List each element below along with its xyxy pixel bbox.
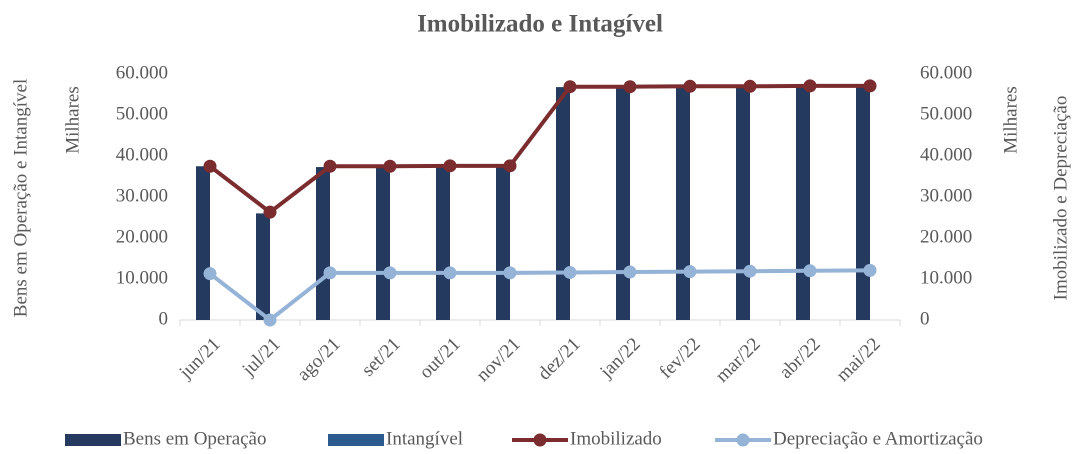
y-tick-label: 10.000 bbox=[116, 267, 168, 288]
y2-axis-title: Imobilizado e Depreciação bbox=[1050, 96, 1071, 301]
x-tick-label: fev/22 bbox=[655, 334, 704, 383]
x-tick-label: jun/21 bbox=[175, 334, 225, 384]
legend-swatch bbox=[736, 433, 750, 447]
legend-label: Intangível bbox=[386, 428, 463, 449]
marker bbox=[563, 80, 577, 94]
marker bbox=[503, 159, 517, 173]
legend-swatch bbox=[328, 434, 384, 446]
y2-axis-unit: Milhares bbox=[1000, 86, 1021, 154]
marker bbox=[563, 265, 577, 279]
y2-tick-label: 60.000 bbox=[920, 62, 972, 83]
y2-tick-label: 20.000 bbox=[920, 226, 972, 247]
chart-title: Imobilizado e Intagível bbox=[417, 11, 663, 38]
marker bbox=[683, 79, 697, 93]
y-tick-label: 60.000 bbox=[116, 62, 168, 83]
marker bbox=[863, 79, 877, 93]
bar bbox=[376, 167, 390, 320]
legend-label: Depreciação e Amortização bbox=[773, 428, 983, 449]
bar bbox=[436, 166, 450, 320]
x-tick-label: jul/21 bbox=[238, 334, 285, 381]
marker bbox=[503, 266, 517, 280]
x-tick-label: dez/21 bbox=[534, 334, 585, 385]
x-tick-label: abr/22 bbox=[775, 334, 824, 383]
marker bbox=[323, 266, 337, 280]
x-tick-label: mar/22 bbox=[712, 334, 765, 387]
marker bbox=[263, 313, 277, 327]
marker bbox=[743, 79, 757, 93]
marker bbox=[263, 205, 277, 219]
bar bbox=[556, 87, 570, 321]
x-tick-label: set/21 bbox=[358, 334, 405, 381]
x-tick-label: out/21 bbox=[415, 334, 464, 383]
marker bbox=[203, 159, 217, 173]
y-axis-unit: Milhares bbox=[62, 86, 83, 154]
legend-swatch bbox=[65, 434, 121, 446]
y-tick-label: 20.000 bbox=[116, 226, 168, 247]
bar bbox=[196, 166, 210, 320]
bar bbox=[736, 86, 750, 320]
marker bbox=[803, 79, 817, 93]
line bbox=[208, 268, 871, 323]
line bbox=[208, 83, 870, 215]
bar bbox=[316, 167, 330, 320]
y-tick-label: 40.000 bbox=[116, 144, 168, 165]
y-tick-label: 0 bbox=[159, 308, 169, 329]
marker bbox=[443, 266, 457, 280]
marker bbox=[743, 264, 757, 278]
legend-swatch bbox=[533, 433, 547, 447]
x-tick-label: jan/22 bbox=[595, 334, 644, 383]
x-tick-label: ago/21 bbox=[293, 334, 344, 385]
marker bbox=[863, 263, 877, 277]
legend-label: Imobilizado bbox=[570, 428, 662, 449]
marker bbox=[803, 264, 817, 278]
marker bbox=[203, 267, 217, 281]
bar bbox=[496, 166, 510, 320]
bar bbox=[796, 86, 810, 320]
marker bbox=[323, 159, 337, 173]
y2-tick-label: 30.000 bbox=[920, 185, 972, 206]
marker bbox=[683, 265, 697, 279]
marker bbox=[443, 159, 457, 173]
y-tick-label: 30.000 bbox=[116, 185, 168, 206]
legend-label: Bens em Operação bbox=[123, 428, 267, 449]
bar bbox=[676, 86, 690, 320]
y-tick-label: 50.000 bbox=[116, 103, 168, 124]
y2-tick-label: 40.000 bbox=[920, 144, 972, 165]
marker bbox=[383, 159, 397, 173]
y-axis-title: Bens em Operação e Intangível bbox=[10, 79, 31, 317]
marker bbox=[623, 265, 637, 279]
marker bbox=[383, 266, 397, 280]
y2-tick-label: 50.000 bbox=[920, 103, 972, 124]
x-tick-label: nov/21 bbox=[472, 334, 524, 386]
x-tick-label: mai/22 bbox=[832, 334, 884, 386]
bar bbox=[856, 86, 870, 320]
marker bbox=[623, 80, 637, 94]
bar bbox=[616, 87, 630, 321]
y2-tick-label: 10.000 bbox=[920, 267, 972, 288]
y2-tick-label: 0 bbox=[920, 308, 930, 329]
bar bbox=[256, 213, 270, 320]
